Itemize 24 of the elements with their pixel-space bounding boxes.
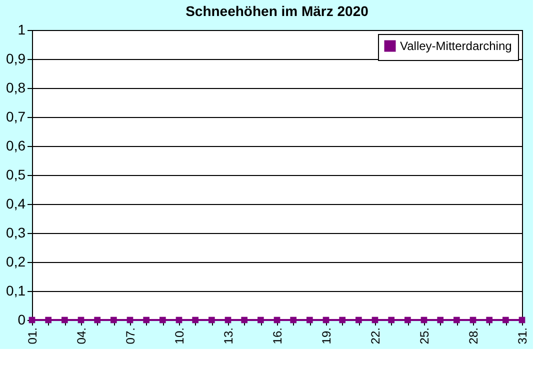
- y-tick-label: 1: [18, 22, 26, 38]
- x-tick-label: 10.: [172, 328, 186, 344]
- x-tick-label: 28.: [466, 328, 480, 344]
- x-tick-label: 31.: [516, 328, 530, 344]
- x-tick-label: 04.: [74, 328, 88, 344]
- y-tick-label: 0,1: [6, 282, 26, 298]
- x-tick-label: 22.: [368, 328, 382, 344]
- y-tick-label: 0,9: [6, 50, 26, 66]
- x-tick-label: 16.: [270, 328, 284, 344]
- y-tick-label: 0,7: [6, 108, 26, 124]
- x-tick-label: 01.: [26, 328, 40, 344]
- y-tick-label: 0: [18, 312, 26, 328]
- y-tick-label: 0,2: [6, 254, 26, 270]
- y-tick-label: 0,8: [6, 80, 26, 96]
- x-tick-label: 07.: [124, 328, 138, 344]
- y-tick-label: 0,5: [6, 166, 26, 182]
- chart-title: Schneehöhen im März 2020: [186, 3, 369, 19]
- x-tick-label: 25.: [418, 328, 432, 344]
- y-tick-label: 0,6: [6, 138, 26, 154]
- x-tick-label: 19.: [320, 328, 334, 344]
- legend-label: Valley-Mitterdarching: [400, 39, 512, 53]
- y-tick-label: 0,3: [6, 224, 26, 240]
- x-tick-label: 13.: [222, 328, 236, 344]
- y-tick-label: 0,4: [6, 196, 26, 212]
